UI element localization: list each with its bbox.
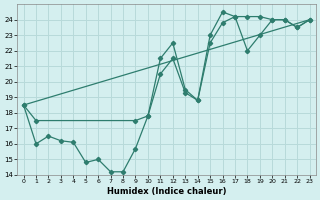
X-axis label: Humidex (Indice chaleur): Humidex (Indice chaleur) — [107, 187, 226, 196]
